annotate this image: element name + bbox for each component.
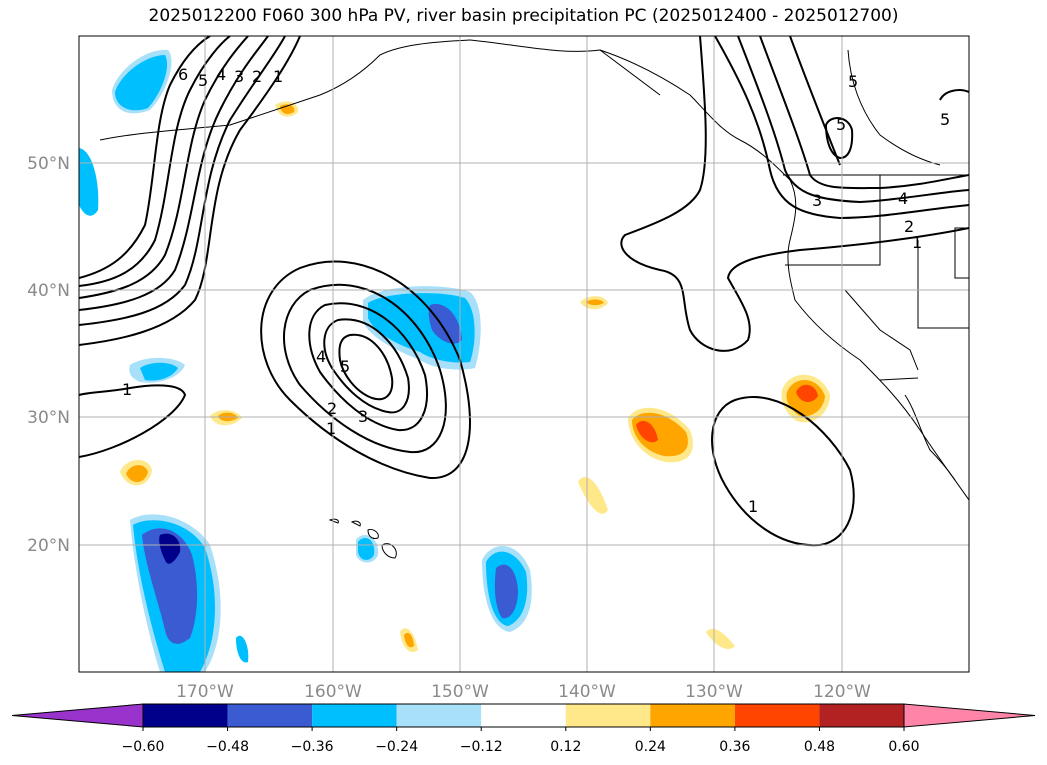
gridlines — [79, 36, 969, 672]
lon-tick-label: 140°W — [558, 682, 616, 702]
map-frame — [78, 35, 970, 673]
contour-label: 4 — [216, 65, 226, 84]
colorbar-extension-max — [903, 703, 1036, 728]
colorbar-segment — [143, 704, 228, 727]
colorbar-tick-label: 0.48 — [804, 739, 835, 755]
colorbar-segment — [227, 704, 313, 727]
colorbar-segment — [481, 704, 566, 727]
precip-blob — [142, 528, 198, 644]
precip-blob — [494, 564, 518, 619]
contour-label: 1 — [748, 497, 758, 516]
precip-blob — [126, 465, 148, 483]
contour-label: 4 — [898, 189, 908, 208]
precip-blob — [636, 420, 658, 443]
colorbar-tick-label: 0.24 — [635, 739, 666, 755]
colorbar-segment — [734, 704, 820, 727]
map-title: 2025012200 F060 300 hPa PV, river basin … — [148, 6, 899, 26]
colorbar-tick-label: −0.36 — [291, 739, 334, 755]
precip-blob — [428, 304, 462, 344]
precip-blob — [578, 477, 608, 514]
colorbar-tick-label: −0.12 — [460, 739, 503, 755]
contour-label: 2 — [904, 217, 914, 236]
colorbar-segment — [819, 704, 904, 727]
precip-blob — [404, 632, 414, 648]
colorbar-segment — [650, 704, 735, 727]
lat-tick-label: 20°N — [27, 536, 70, 556]
contour-label: 2 — [327, 399, 337, 418]
precip-blob — [586, 299, 604, 306]
colorbar-extension-min — [11, 703, 144, 728]
colorbar-tick-label: 0.60 — [888, 739, 919, 755]
contour-label: 5 — [848, 72, 858, 91]
contour-label: 5 — [836, 115, 846, 134]
contour-labels: 6 5 4 3 2 1 5 4 3 2 1 1 1 3 4 2 1 5 5 5 — [122, 65, 950, 516]
lat-tick-labels: 50°N 40°N 30°N 20°N — [27, 154, 70, 556]
precip-blob — [115, 55, 168, 111]
precip-blob — [796, 384, 818, 402]
contour-label: 5 — [340, 357, 350, 376]
colorbar-segment — [312, 704, 397, 727]
lon-tick-labels: 170°W 160°W 150°W 140°W 130°W 120°W — [176, 682, 871, 702]
lat-tick-label: 50°N — [27, 154, 70, 174]
contour-label: 2 — [252, 67, 262, 86]
colorbar-segment — [396, 704, 482, 727]
lon-tick-label: 130°W — [685, 682, 743, 702]
lat-tick-label: 30°N — [27, 408, 70, 428]
lon-tick-label: 170°W — [176, 682, 234, 702]
contour-label: 3 — [358, 407, 368, 426]
lon-tick-label: 160°W — [304, 682, 362, 702]
colorbar-tick-label: −0.24 — [375, 739, 418, 755]
lat-tick-label: 40°N — [27, 281, 70, 301]
coastlines — [99, 39, 969, 559]
precip-blob — [706, 628, 735, 650]
contour-label: 3 — [234, 67, 244, 86]
lon-tick-label: 120°W — [813, 682, 871, 702]
colorbar-frame — [142, 703, 905, 728]
colorbar-tick-label: 0.12 — [550, 739, 581, 755]
lon-tick-label: 150°W — [431, 682, 489, 702]
contour-label: 5 — [198, 71, 208, 90]
contour-label: 1 — [273, 67, 283, 86]
precip-blob — [236, 635, 249, 663]
contour-label: 5 — [940, 110, 950, 129]
precip-shading — [79, 49, 830, 672]
colorbar-segment — [565, 704, 651, 727]
contour-label: 1 — [122, 380, 132, 399]
contour-label: 3 — [812, 191, 822, 210]
colorbar-tick-label: 0.36 — [719, 739, 750, 755]
contour-label: 4 — [316, 347, 326, 366]
contour-label: 1 — [912, 233, 922, 252]
contour-label: 6 — [178, 65, 188, 84]
colorbar-tick-label: −0.48 — [206, 739, 249, 755]
precip-blob — [358, 538, 375, 560]
colorbar: −0.60 −0.48 −0.36 −0.24 −0.12 0.12 0.24 0.36 0.4… — [11, 703, 1036, 755]
precip-blob — [159, 533, 181, 564]
colorbar-tick-label: −0.60 — [122, 739, 165, 755]
contour-label: 1 — [326, 419, 336, 438]
precip-blob — [79, 148, 99, 216]
precip-blob — [140, 362, 178, 381]
